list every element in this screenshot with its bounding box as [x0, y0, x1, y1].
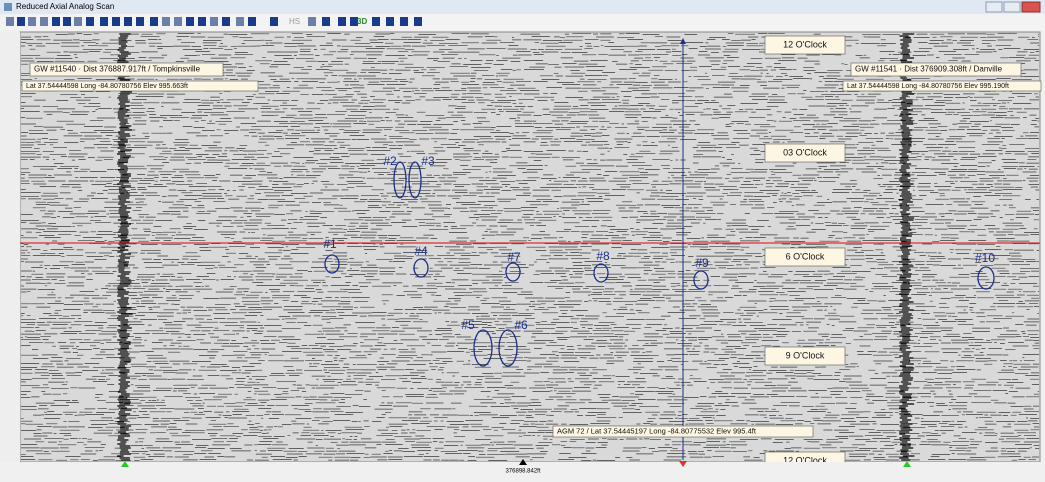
title-bar [0, 0, 1045, 14]
clock-label: 6 O'Clock [786, 251, 825, 261]
right-weld-name: GW #11541 · Dist 376909.308ft / Danville [855, 65, 1003, 74]
toolbar-button[interactable] [372, 17, 380, 26]
toolbar-button[interactable] [52, 17, 60, 26]
toolbar-button[interactable] [400, 17, 408, 26]
toolbar-button[interactable] [100, 17, 108, 26]
toolbar-button[interactable] [186, 17, 194, 26]
toolbar-button[interactable] [174, 17, 182, 26]
window-title: Reduced Axial Analog Scan [16, 2, 114, 11]
toolbar-button[interactable] [162, 17, 170, 26]
toolbar-button[interactable] [308, 17, 316, 26]
row-axis [0, 32, 20, 462]
anomaly-label: #9 [695, 256, 709, 270]
toolbar-button[interactable] [40, 17, 48, 26]
anomaly-label: #5 [461, 318, 475, 332]
left-weld-name: GW #11540 · Dist 376887.917ft / Tompkins… [34, 65, 201, 74]
maximize-button[interactable] [1004, 2, 1020, 12]
cursor-distance: 376898.842ft [505, 469, 540, 475]
toolbar-button[interactable] [338, 17, 346, 26]
toolbar-button[interactable] [74, 17, 82, 26]
toolbar-button[interactable] [86, 17, 94, 26]
toolbar-button[interactable] [386, 17, 394, 26]
toolbar-button[interactable] [28, 17, 36, 26]
toolbar-button[interactable] [17, 17, 25, 26]
toolbar-button[interactable] [6, 17, 14, 26]
toolbar-button[interactable] [63, 17, 71, 26]
anomaly-label: #1 [323, 237, 337, 251]
toolbar-button[interactable] [270, 17, 278, 26]
clock-label: 12 O'Clock [783, 39, 827, 49]
clock-label: 03 O'Clock [783, 147, 827, 157]
anomaly-label: #2 [383, 154, 397, 168]
toolbar-button[interactable] [248, 17, 256, 26]
toolbar-button[interactable] [236, 17, 244, 26]
anomaly-label: #3 [421, 154, 435, 168]
toolbar-button[interactable] [112, 17, 120, 26]
toolbar-3d[interactable]: 3D [357, 17, 367, 26]
toolbar-button[interactable] [136, 17, 144, 26]
anomaly-label: #4 [414, 244, 428, 258]
anomaly-label: #10 [975, 251, 995, 265]
right-weld-coords: Lat 37.54444598 Long -84.80780756 Elev 9… [847, 83, 1009, 90]
anomaly-label: #7 [507, 250, 521, 264]
toolbar-button[interactable] [322, 17, 330, 26]
toolbar-button[interactable] [124, 17, 132, 26]
toolbar-button[interactable] [222, 17, 230, 26]
app-icon [4, 3, 12, 11]
clock-label: 9 O'Clock [786, 350, 825, 360]
agm-label: AGM 72 / Lat 37.54445197 Long -84.807755… [557, 426, 757, 435]
minimize-button[interactable] [986, 2, 1002, 12]
toolbar-button[interactable] [414, 17, 422, 26]
left-weld-coords: Lat 37.54444598 Long -84.80780756 Elev 9… [26, 83, 188, 90]
toolbar-button[interactable] [150, 17, 158, 26]
toolbar-button[interactable] [198, 17, 206, 26]
toolbar-hs[interactable]: HS [289, 17, 300, 26]
scan-window: Reduced Axial Analog Scan HS 3D GW #1154… [0, 0, 1045, 477]
anomaly-label: #8 [596, 249, 610, 263]
anomaly-label: #6 [514, 318, 528, 332]
close-button[interactable] [1022, 2, 1040, 12]
toolbar-button[interactable] [210, 17, 218, 26]
